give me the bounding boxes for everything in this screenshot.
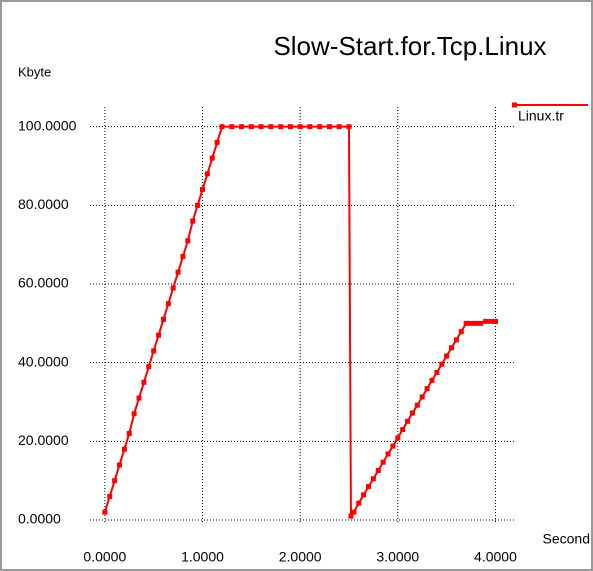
point-marker xyxy=(488,318,494,324)
point-marker xyxy=(141,379,147,385)
point-marker xyxy=(492,318,498,324)
point-marker xyxy=(200,187,205,193)
point-marker xyxy=(180,253,186,259)
point-marker xyxy=(366,484,372,490)
y-tick-label: 100.0000 xyxy=(18,117,77,133)
point-marker xyxy=(287,124,293,130)
point-marker xyxy=(458,329,464,335)
point-marker xyxy=(146,364,152,370)
point-marker xyxy=(214,139,220,145)
point-marker xyxy=(209,155,215,161)
y-tick-label: 40.0000 xyxy=(18,353,69,369)
point-marker xyxy=(409,410,415,416)
point-marker xyxy=(136,395,142,401)
point-marker xyxy=(116,462,122,468)
chart-title: Slow-Start.for.Tcp.Linux xyxy=(273,31,546,61)
y-tick-label: 0.0000 xyxy=(18,511,61,527)
x-tick-label: 2.0000 xyxy=(279,549,322,565)
point-marker xyxy=(185,238,191,244)
point-marker xyxy=(258,124,264,130)
point-marker xyxy=(278,124,284,130)
point-marker xyxy=(419,394,425,400)
point-marker xyxy=(473,320,479,326)
point-marker xyxy=(395,435,401,441)
point-marker xyxy=(375,467,381,473)
point-marker xyxy=(449,345,455,351)
point-marker xyxy=(439,361,445,367)
point-marker xyxy=(351,509,357,515)
point-marker xyxy=(151,348,157,354)
point-marker xyxy=(175,269,181,275)
point-marker xyxy=(356,500,362,506)
x-tick-label: 3.0000 xyxy=(376,549,419,565)
point-marker xyxy=(190,218,196,224)
point-marker xyxy=(229,124,235,130)
point-marker xyxy=(307,124,313,130)
point-marker xyxy=(219,124,225,130)
point-marker xyxy=(348,513,354,519)
point-marker xyxy=(195,202,201,208)
point-marker xyxy=(239,124,245,130)
point-marker xyxy=(483,318,489,324)
point-marker xyxy=(390,443,396,449)
point-marker xyxy=(297,124,303,130)
point-marker xyxy=(414,402,420,408)
point-marker xyxy=(400,427,406,433)
point-marker xyxy=(405,418,411,424)
point-marker xyxy=(336,124,342,130)
point-marker xyxy=(121,446,127,452)
point-marker xyxy=(160,316,166,322)
point-marker xyxy=(204,171,210,177)
legend-label: Linux.tr xyxy=(518,108,564,124)
x-tick-label: 1.0000 xyxy=(181,549,224,565)
point-marker xyxy=(380,459,386,465)
point-marker xyxy=(463,320,469,326)
x-tick-label: 4.0000 xyxy=(474,549,517,565)
point-marker xyxy=(361,492,367,498)
point-marker xyxy=(385,451,391,457)
point-marker xyxy=(268,124,274,130)
point-marker xyxy=(317,124,323,130)
point-marker xyxy=(165,301,171,307)
point-marker xyxy=(102,509,108,515)
point-marker xyxy=(126,430,132,436)
point-marker xyxy=(468,320,474,326)
y-tick-label: 20.0000 xyxy=(18,432,69,448)
point-marker xyxy=(248,124,254,130)
y-tick-label: 80.0000 xyxy=(18,196,69,212)
point-marker xyxy=(170,285,176,291)
point-marker xyxy=(424,386,430,392)
point-marker xyxy=(434,370,440,376)
point-marker xyxy=(131,411,137,417)
point-marker xyxy=(346,124,352,130)
point-marker xyxy=(444,353,450,359)
point-marker xyxy=(429,377,435,383)
point-marker xyxy=(156,332,162,338)
x-axis-label: Second xyxy=(543,531,590,547)
point-marker xyxy=(478,320,484,326)
y-tick-label: 60.0000 xyxy=(18,275,69,291)
x-tick-label: 0.0000 xyxy=(83,549,126,565)
point-marker xyxy=(112,478,118,484)
y-axis-label: Kbyte xyxy=(18,64,51,79)
point-marker xyxy=(107,493,113,499)
point-marker xyxy=(453,337,459,343)
point-marker xyxy=(326,124,332,130)
point-marker xyxy=(370,476,376,482)
